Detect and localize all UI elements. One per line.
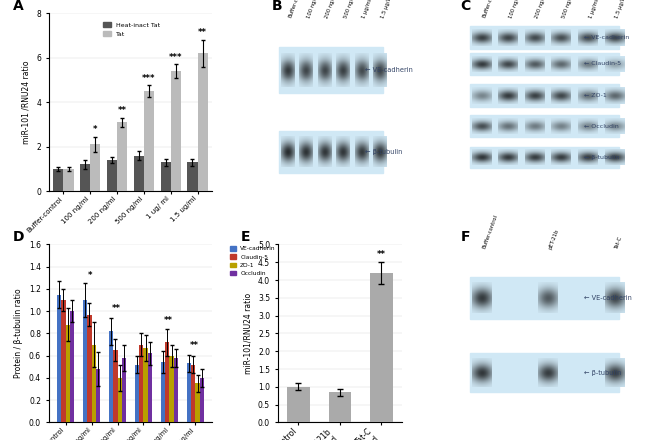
Text: **: ** bbox=[112, 304, 121, 313]
Bar bbox=[200, 378, 204, 422]
Bar bbox=[53, 169, 64, 191]
Bar bbox=[165, 342, 170, 422]
Text: 200 ng/ml: 200 ng/ml bbox=[535, 0, 549, 18]
Bar bbox=[109, 331, 113, 422]
Bar bbox=[118, 378, 122, 422]
Text: ← Claudin-5: ← Claudin-5 bbox=[584, 62, 621, 66]
Bar bbox=[370, 273, 393, 422]
Text: *: * bbox=[93, 125, 98, 134]
Text: 500 ng/ml(HI-Tat): 500 ng/ml(HI-Tat) bbox=[343, 0, 363, 18]
Bar bbox=[187, 162, 198, 191]
Text: B: B bbox=[272, 0, 282, 13]
Y-axis label: miR-101/RNU24 ratio: miR-101/RNU24 ratio bbox=[243, 293, 252, 374]
Text: E: E bbox=[240, 230, 250, 244]
Bar bbox=[196, 384, 200, 422]
Bar bbox=[113, 350, 118, 422]
Text: ← VE-cadherin: ← VE-cadherin bbox=[584, 35, 630, 40]
Bar bbox=[328, 392, 352, 422]
Text: 1.5 μg/lml(HI-Tat): 1.5 μg/lml(HI-Tat) bbox=[380, 0, 400, 18]
Bar bbox=[134, 155, 144, 191]
Text: C: C bbox=[460, 0, 471, 13]
Text: A: A bbox=[13, 0, 23, 13]
Bar bbox=[170, 356, 174, 422]
Text: 100 ng/ml: 100 ng/ml bbox=[508, 0, 522, 18]
Text: Tat-C: Tat-C bbox=[614, 236, 624, 250]
Text: 1.5 μg/lml: 1.5 μg/lml bbox=[614, 0, 629, 18]
Text: D: D bbox=[13, 230, 24, 244]
Bar bbox=[280, 47, 384, 93]
Bar bbox=[470, 353, 619, 392]
Text: **: ** bbox=[190, 341, 199, 350]
Bar bbox=[187, 363, 191, 422]
Text: ***: *** bbox=[169, 53, 183, 62]
Text: 1 μg/ml: 1 μg/ml bbox=[588, 0, 599, 18]
Text: Buffer-control: Buffer-control bbox=[482, 214, 499, 250]
Bar bbox=[122, 358, 126, 422]
Bar bbox=[107, 160, 117, 191]
Bar bbox=[470, 276, 619, 319]
Text: F: F bbox=[460, 230, 470, 244]
Legend: VE-cadherin, Claudin-5, ZO-1, Occludin: VE-cadherin, Claudin-5, ZO-1, Occludin bbox=[227, 244, 278, 278]
Text: ← VE-cadherin: ← VE-cadherin bbox=[365, 67, 413, 73]
Bar bbox=[83, 300, 87, 422]
Text: 1 μg/ml (HI-Tat): 1 μg/ml (HI-Tat) bbox=[361, 0, 380, 18]
Legend: Heat-inact Tat, Tat: Heat-inact Tat, Tat bbox=[101, 20, 162, 39]
Bar bbox=[117, 122, 127, 191]
Bar bbox=[470, 26, 619, 49]
Text: 200 ng/ml(HI-Tat): 200 ng/ml(HI-Tat) bbox=[325, 0, 345, 18]
Bar bbox=[161, 363, 165, 422]
Bar bbox=[280, 131, 384, 173]
Bar bbox=[470, 53, 619, 74]
Bar bbox=[66, 325, 70, 422]
Bar bbox=[135, 365, 139, 422]
Bar bbox=[70, 311, 75, 422]
Text: ← β-tubulin: ← β-tubulin bbox=[365, 149, 403, 155]
Text: Buffer-control: Buffer-control bbox=[482, 0, 499, 18]
Text: ***: *** bbox=[142, 74, 156, 83]
Bar bbox=[287, 387, 310, 422]
Text: ← Occludin: ← Occludin bbox=[584, 124, 619, 128]
Bar bbox=[148, 353, 152, 422]
Bar bbox=[90, 144, 101, 191]
Text: **: ** bbox=[118, 106, 127, 115]
Bar bbox=[174, 358, 178, 422]
Text: *: * bbox=[88, 271, 92, 280]
Bar bbox=[161, 162, 171, 191]
Text: 100 ng/ml(HI-Tat): 100 ng/ml(HI-Tat) bbox=[306, 0, 327, 18]
Bar bbox=[198, 53, 208, 191]
Bar bbox=[92, 345, 96, 422]
Text: **: ** bbox=[198, 28, 207, 37]
Bar bbox=[470, 147, 619, 168]
Text: ← β-tubulin: ← β-tubulin bbox=[584, 370, 622, 376]
Text: **: ** bbox=[164, 315, 173, 325]
Bar bbox=[144, 91, 154, 191]
Bar bbox=[61, 300, 66, 422]
Y-axis label: miR-101 /RNU24 ratio: miR-101 /RNU24 ratio bbox=[21, 60, 31, 144]
Text: Buffer-control: Buffer-control bbox=[288, 0, 305, 18]
Bar bbox=[139, 345, 144, 422]
Bar bbox=[96, 369, 100, 422]
Bar bbox=[191, 365, 196, 422]
Bar bbox=[470, 115, 619, 137]
Text: ← VE-cadherin: ← VE-cadherin bbox=[584, 295, 632, 301]
Text: ← β-tubulin: ← β-tubulin bbox=[584, 155, 620, 160]
Bar bbox=[57, 294, 61, 422]
Text: **: ** bbox=[377, 250, 386, 260]
Y-axis label: Protein / β-tubulin ratio: Protein / β-tubulin ratio bbox=[14, 289, 23, 378]
Text: ← ZO-1: ← ZO-1 bbox=[584, 93, 607, 99]
Bar bbox=[80, 165, 90, 191]
Bar bbox=[87, 315, 92, 422]
Bar bbox=[171, 71, 181, 191]
Bar bbox=[470, 84, 619, 107]
Bar bbox=[144, 348, 148, 422]
Text: 500 ng/ml: 500 ng/ml bbox=[562, 0, 575, 18]
Bar bbox=[64, 169, 73, 191]
Text: pET-21b: pET-21b bbox=[548, 228, 560, 250]
